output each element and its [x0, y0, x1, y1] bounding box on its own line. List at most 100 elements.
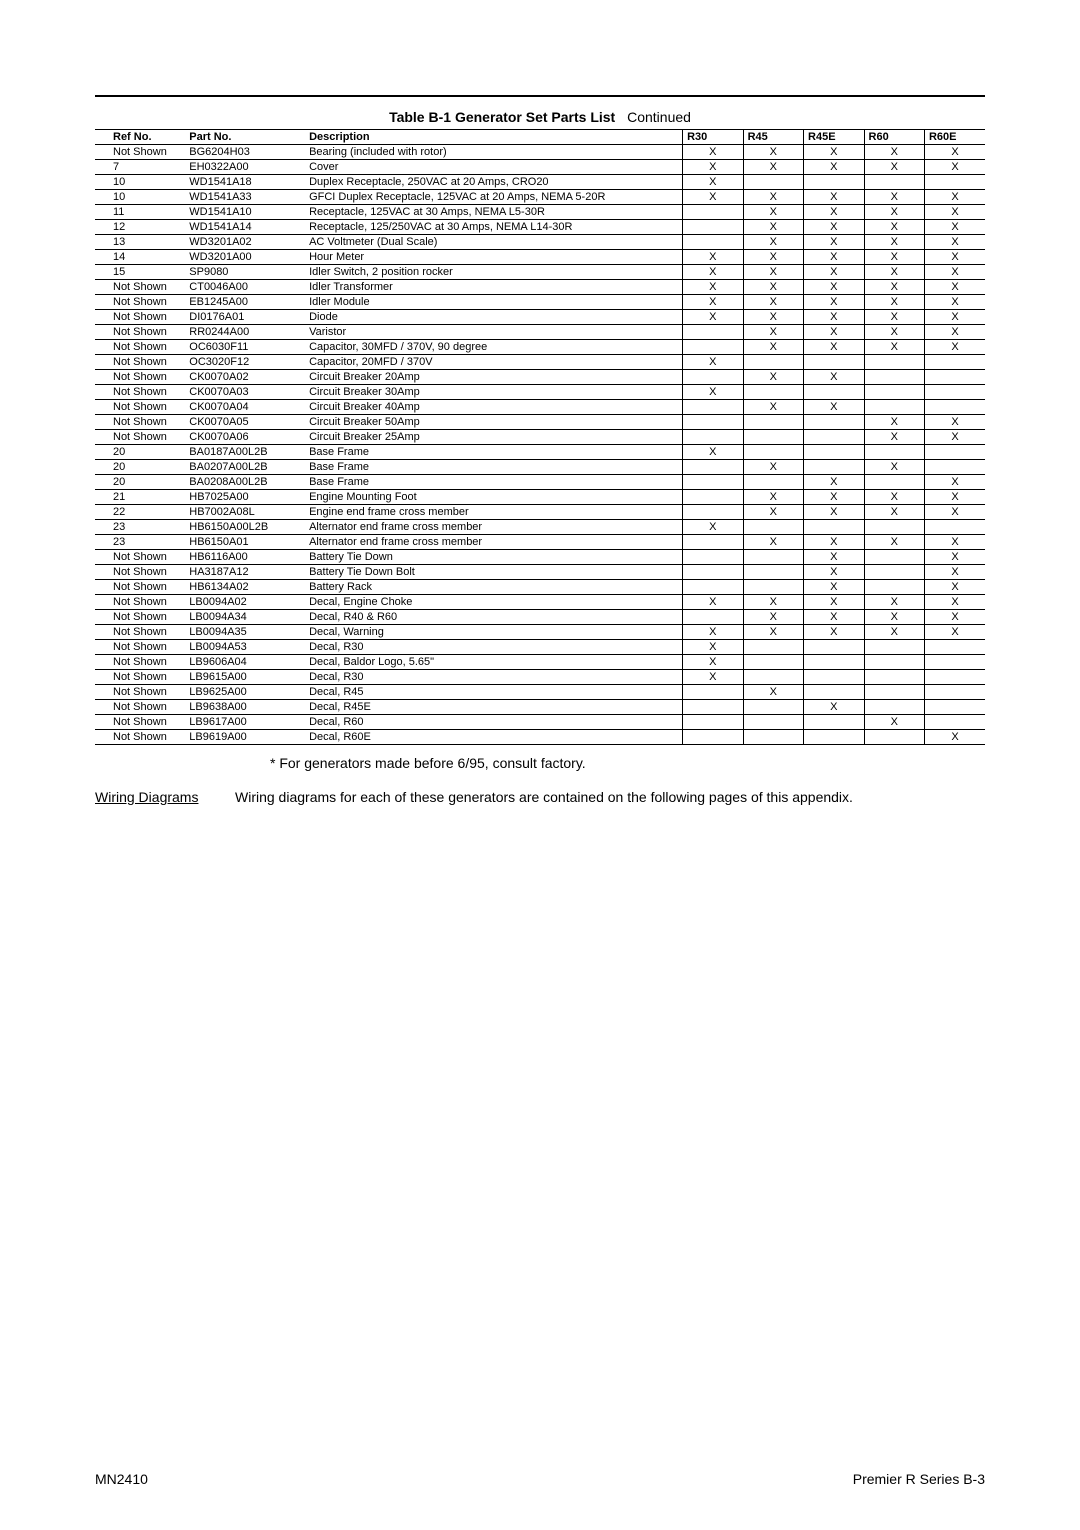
table-cell: [924, 445, 985, 460]
table-cell: X: [804, 235, 864, 250]
table-row: 7EH0322A00CoverXXXXX: [95, 160, 985, 175]
table-cell: X: [864, 535, 924, 550]
table-cell: X: [804, 325, 864, 340]
table-cell: [804, 415, 864, 430]
table-cell: [743, 565, 803, 580]
table-cell: RR0244A00: [186, 325, 306, 340]
table-cell: HB7002A08L: [186, 505, 306, 520]
table-row: Not ShownLB9638A00Decal, R45EX: [95, 700, 985, 715]
col-header: Description: [306, 130, 683, 145]
table-cell: [924, 685, 985, 700]
table-cell: Not Shown: [95, 610, 186, 625]
table-cell: X: [743, 220, 803, 235]
parts-table-wrap: Ref No.Part No.DescriptionR30R45R45ER60R…: [95, 129, 985, 745]
table-number: Table B-1: [389, 109, 451, 125]
table-cell: X: [683, 355, 743, 370]
table-cell: X: [683, 250, 743, 265]
table-cell: WD1541A10: [186, 205, 306, 220]
table-cell: [804, 670, 864, 685]
table-cell: [924, 640, 985, 655]
table-cell: X: [743, 325, 803, 340]
table-row: Not ShownCK0070A06Circuit Breaker 25AmpX…: [95, 430, 985, 445]
table-row: 14WD3201A00Hour MeterXXXXX: [95, 250, 985, 265]
table-cell: WD3201A02: [186, 235, 306, 250]
table-cell: X: [743, 400, 803, 415]
table-cell: [683, 370, 743, 385]
table-cell: 11: [95, 205, 186, 220]
table-cell: [683, 580, 743, 595]
table-cell: X: [924, 190, 985, 205]
table-cell: [924, 715, 985, 730]
table-cell: [804, 520, 864, 535]
table-cell: HA3187A12: [186, 565, 306, 580]
table-cell: Diode: [306, 310, 683, 325]
table-cell: X: [924, 730, 985, 745]
table-cell: CK0070A06: [186, 430, 306, 445]
table-cell: [743, 355, 803, 370]
table-cell: Idler Transformer: [306, 280, 683, 295]
table-cell: [743, 175, 803, 190]
table-cell: [864, 550, 924, 565]
table-row: Not ShownLB9606A04Decal, Baldor Logo, 5.…: [95, 655, 985, 670]
table-cell: X: [924, 205, 985, 220]
table-cell: EB1245A00: [186, 295, 306, 310]
table-cell: Not Shown: [95, 430, 186, 445]
table-row: Not ShownLB9625A00Decal, R45X: [95, 685, 985, 700]
table-cell: X: [804, 490, 864, 505]
table-cell: [743, 715, 803, 730]
table-cell: Decal, Engine Choke: [306, 595, 683, 610]
table-cell: [743, 670, 803, 685]
table-cell: [864, 670, 924, 685]
table-cell: 21: [95, 490, 186, 505]
table-cell: [683, 505, 743, 520]
table-row: 11WD1541A10Receptacle, 125VAC at 30 Amps…: [95, 205, 985, 220]
table-cell: Not Shown: [95, 670, 186, 685]
table-cell: [864, 700, 924, 715]
table-cell: X: [924, 430, 985, 445]
table-cell: Decal, R45E: [306, 700, 683, 715]
table-cell: X: [683, 625, 743, 640]
table-row: Not ShownOC6030F11Capacitor, 30MFD / 370…: [95, 340, 985, 355]
table-cell: X: [864, 430, 924, 445]
table-cell: CK0070A02: [186, 370, 306, 385]
table-cell: [804, 430, 864, 445]
table-cell: [683, 400, 743, 415]
table-cell: X: [864, 625, 924, 640]
table-cell: X: [864, 235, 924, 250]
table-cell: LB9625A00: [186, 685, 306, 700]
table-cell: CK0070A03: [186, 385, 306, 400]
table-cell: AC Voltmeter (Dual Scale): [306, 235, 683, 250]
table-cell: X: [743, 160, 803, 175]
table-cell: [683, 535, 743, 550]
table-row: Not ShownLB0094A35Decal, WarningXXXXX: [95, 625, 985, 640]
table-continued: Continued: [627, 109, 691, 125]
table-cell: X: [924, 265, 985, 280]
table-cell: [683, 430, 743, 445]
wiring-text: Wiring diagrams for each of these genera…: [235, 789, 985, 805]
table-cell: BA0208A00L2B: [186, 475, 306, 490]
table-cell: Not Shown: [95, 325, 186, 340]
table-cell: Not Shown: [95, 385, 186, 400]
table-row: 13WD3201A02AC Voltmeter (Dual Scale)XXXX: [95, 235, 985, 250]
table-cell: X: [683, 520, 743, 535]
table-cell: X: [924, 325, 985, 340]
table-cell: LB9606A04: [186, 655, 306, 670]
table-row: 23HB6150A01Alternator end frame cross me…: [95, 535, 985, 550]
table-cell: [924, 385, 985, 400]
table-cell: X: [924, 340, 985, 355]
table-cell: CK0070A05: [186, 415, 306, 430]
table-cell: X: [804, 700, 864, 715]
table-cell: X: [743, 610, 803, 625]
table-row: Not ShownCT0046A00Idler TransformerXXXXX: [95, 280, 985, 295]
table-cell: X: [924, 475, 985, 490]
footer-right: Premier R Series B-3: [853, 1471, 985, 1487]
table-cell: X: [743, 490, 803, 505]
table-cell: HB6116A00: [186, 550, 306, 565]
table-cell: Not Shown: [95, 625, 186, 640]
table-cell: X: [683, 190, 743, 205]
table-cell: X: [804, 400, 864, 415]
table-cell: GFCI Duplex Receptacle, 125VAC at 20 Amp…: [306, 190, 683, 205]
table-cell: X: [924, 310, 985, 325]
table-cell: 10: [95, 175, 186, 190]
table-cell: X: [743, 205, 803, 220]
